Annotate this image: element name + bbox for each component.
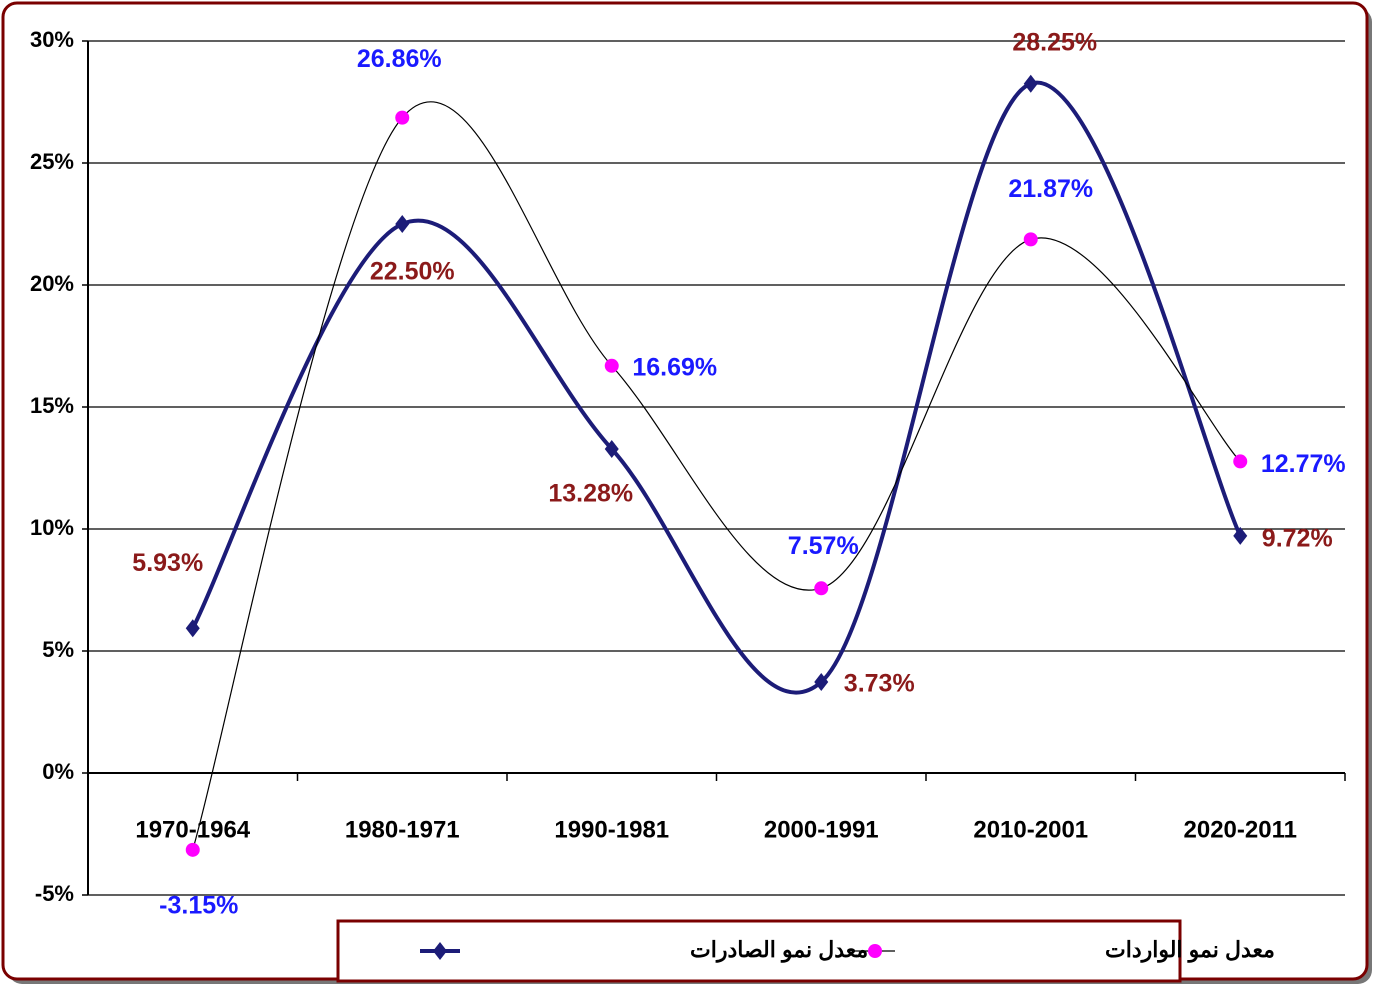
marker [395, 215, 410, 233]
y-tick-label: 5% [42, 637, 74, 662]
y-tick-label: 20% [30, 271, 74, 296]
data-label: 16.69% [632, 353, 717, 381]
legend-label: معدل نمو الصادرات [690, 937, 868, 963]
marker [814, 672, 829, 691]
marker [395, 110, 410, 125]
x-tick-label: 1990-1981 [554, 816, 669, 843]
y-tick-label: -5% [35, 881, 74, 906]
x-tick-label: 2000-1991 [764, 816, 879, 843]
data-label: 9.72% [1262, 524, 1333, 552]
data-label: 7.57% [788, 532, 859, 560]
x-tick-label: 2010-2001 [973, 816, 1088, 843]
marker [1023, 74, 1038, 93]
legend-marker [433, 942, 447, 960]
data-label: 13.28% [548, 480, 633, 508]
data-label: -3.15% [159, 891, 238, 919]
marker [185, 842, 200, 857]
series-line [190, 80, 1243, 695]
y-tick-label: 15% [30, 393, 74, 418]
marker [604, 358, 619, 373]
y-tick-label: 10% [30, 515, 74, 540]
data-label: 26.86% [357, 45, 442, 73]
y-tick-label: 0% [42, 759, 74, 784]
data-label: 12.77% [1261, 450, 1346, 478]
data-label: 3.73% [844, 670, 915, 698]
x-tick-label: 1980-1971 [345, 816, 460, 843]
marker [1023, 232, 1038, 247]
legend-label: معدل نمو الواردات [1105, 937, 1275, 963]
marker [814, 581, 829, 596]
marker [604, 439, 619, 458]
marker [185, 619, 200, 638]
y-tick-label: 25% [30, 149, 74, 174]
data-label: 21.87% [1008, 175, 1093, 203]
legend-box [336, 919, 1182, 983]
x-tick-label: 2020-2011 [1184, 816, 1297, 843]
data-label: 22.50% [370, 258, 455, 286]
marker [1233, 454, 1248, 469]
data-label: 28.25% [1012, 28, 1097, 56]
data-label: 5.93% [132, 549, 203, 577]
legend-marker [868, 944, 882, 958]
x-tick-label: 1970-1964 [135, 816, 250, 843]
y-tick-label: 30% [30, 27, 74, 52]
marker [1233, 526, 1248, 545]
